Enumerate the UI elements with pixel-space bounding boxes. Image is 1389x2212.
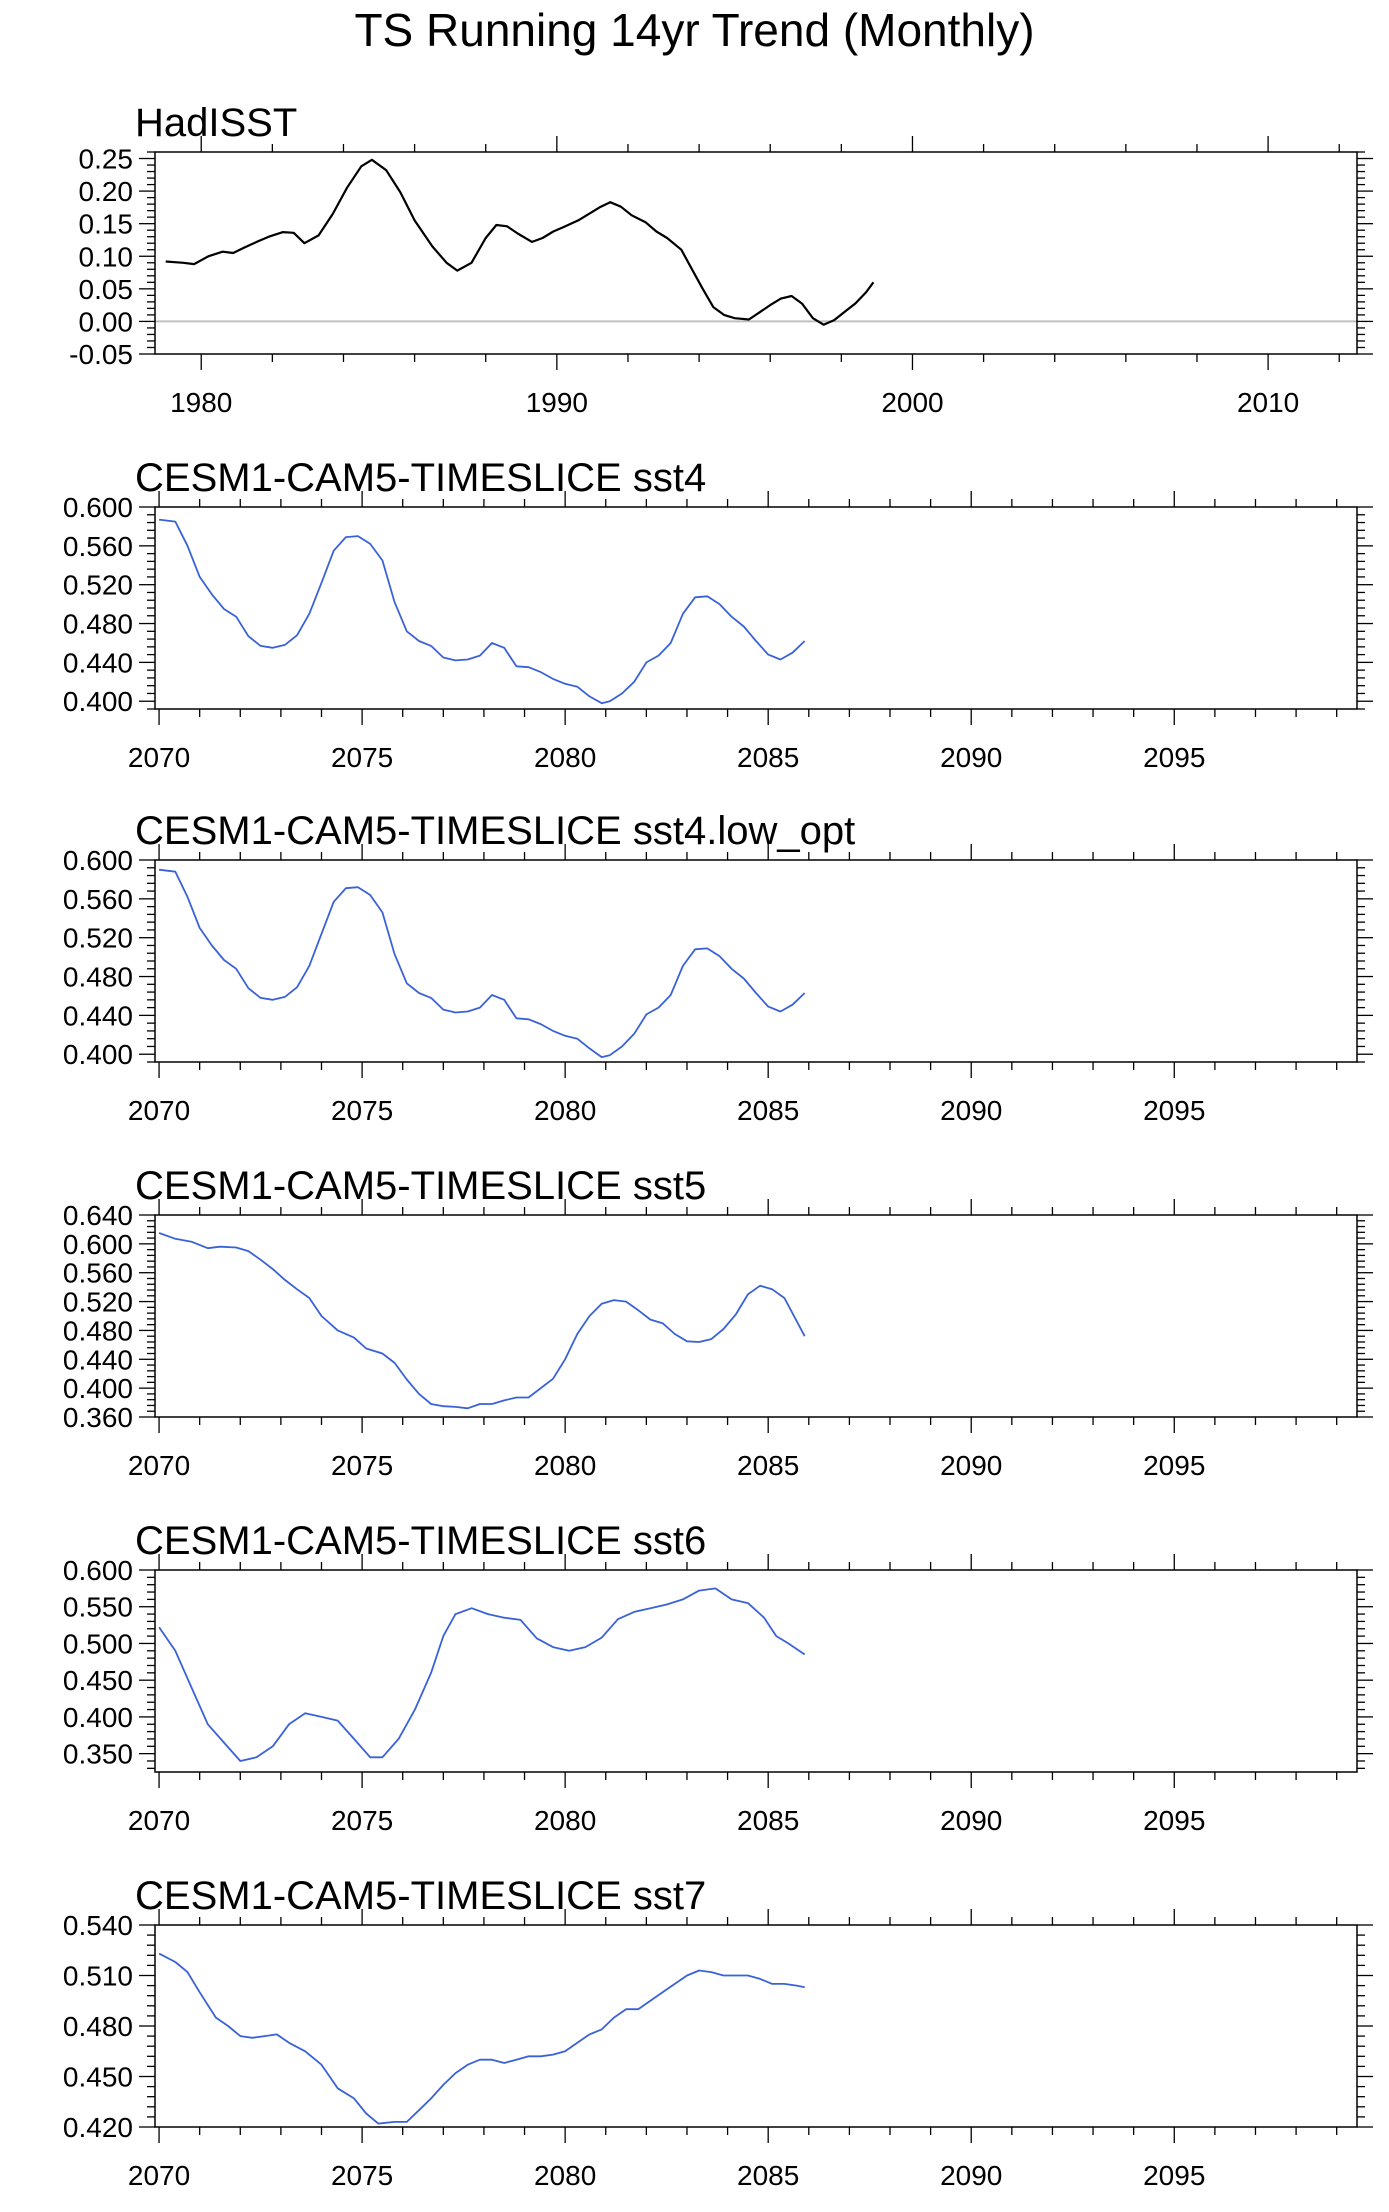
- panel-title: CESM1-CAM5-TIMESLICE sst4.low_opt: [135, 809, 855, 853]
- y-tick-label: 0.510: [63, 1961, 133, 1992]
- x-tick-label: 2095: [1143, 1095, 1205, 1126]
- x-tick-label: 2080: [534, 742, 596, 773]
- x-tick-label: 2070: [128, 742, 190, 773]
- x-tick-label: 2000: [881, 387, 943, 418]
- x-tick-label: 2090: [940, 2160, 1002, 2191]
- x-tick-label: 2070: [128, 2160, 190, 2191]
- y-tick-label: 0.600: [63, 845, 133, 876]
- y-tick-label: 0.450: [63, 2062, 133, 2093]
- panel-sst4: CESM1-CAM5-TIMESLICE sst4 0.400 0.440 0.480…: [63, 456, 1373, 773]
- series-line: [158, 868, 806, 1058]
- y-tick-label: -0.05: [69, 339, 133, 370]
- x-tick-label: 2090: [940, 1805, 1002, 1836]
- y-tick-label: 0.600: [63, 1229, 133, 1260]
- y-tick-label: 0.10: [79, 241, 134, 272]
- series-line: [158, 1587, 806, 1762]
- y-tick-label: 0.600: [63, 492, 133, 523]
- series-line: [158, 1232, 806, 1410]
- panel-hadisst: HadISST -0.050.000.050.100.150.200.25 1980…: [69, 101, 1373, 418]
- y-tick-label: 0.00: [79, 306, 134, 337]
- x-tick-label: 2075: [331, 1450, 393, 1481]
- x-tick-label: 2085: [737, 2160, 799, 2191]
- series-line: [158, 518, 806, 705]
- x-tick-label: 2070: [128, 1805, 190, 1836]
- y-tick-label: 0.520: [63, 1287, 133, 1318]
- plot-frame: [154, 506, 1358, 710]
- x-tick-label: 2080: [534, 2160, 596, 2191]
- y-tick-label: 0.05: [79, 274, 134, 305]
- y-tick-label: 0.600: [63, 1555, 133, 1586]
- y-tick-label: 0.450: [63, 1665, 133, 1696]
- y-tick-label: 0.560: [63, 531, 133, 562]
- y-tick-label: 0.540: [63, 1910, 133, 1941]
- plot-frame: [154, 1569, 1358, 1773]
- x-tick-label: 2075: [331, 2160, 393, 2191]
- y-tick-label: 0.480: [63, 2011, 133, 2042]
- x-tick-label: 2095: [1143, 1450, 1205, 1481]
- x-tick-label: 2075: [331, 1805, 393, 1836]
- x-tick-label: 1980: [170, 387, 232, 418]
- x-tick-label: 2010: [1237, 387, 1299, 418]
- plot-frame: [154, 1924, 1358, 2128]
- y-tick-label: 0.440: [63, 647, 133, 678]
- x-tick-label: 2095: [1143, 742, 1205, 773]
- y-tick-label: 0.420: [63, 2112, 133, 2143]
- x-tick-label: 2075: [331, 742, 393, 773]
- x-tick-label: 2085: [737, 1095, 799, 1126]
- y-tick-label: 0.520: [63, 570, 133, 601]
- x-tick-label: 2070: [128, 1450, 190, 1481]
- y-tick-label: 0.25: [79, 144, 134, 175]
- y-tick-label: 0.550: [63, 1592, 133, 1623]
- panel-sst6: CESM1-CAM5-TIMESLICE sst6 0.350 0.400 0.450…: [63, 1519, 1373, 1836]
- series-line: [158, 1952, 805, 2125]
- y-tick-label: 0.400: [63, 686, 133, 717]
- y-tick-label: 0.440: [63, 1000, 133, 1031]
- y-tick-label: 0.360: [63, 1402, 133, 1433]
- x-tick-label: 2095: [1143, 1805, 1205, 1836]
- plot-frame: [154, 151, 1358, 355]
- figure-title: TS Running 14yr Trend (Monthly): [354, 4, 1035, 56]
- x-tick-label: 2095: [1143, 2160, 1205, 2191]
- panel-sst4-low-opt: CESM1-CAM5-TIMESLICE sst4.low_opt 0.400 0.…: [63, 809, 1373, 1126]
- panel-title: CESM1-CAM5-TIMESLICE sst5: [135, 1164, 706, 1208]
- panel-sst5: CESM1-CAM5-TIMESLICE sst5 0.3600.4000.440…: [63, 1164, 1373, 1481]
- plot-frame: [154, 859, 1358, 1063]
- panel-title: CESM1-CAM5-TIMESLICE sst6: [135, 1519, 706, 1563]
- y-tick-label: 0.400: [63, 1039, 133, 1070]
- y-tick-label: 0.560: [63, 884, 133, 915]
- x-tick-label: 2085: [737, 742, 799, 773]
- panel-title: CESM1-CAM5-TIMESLICE sst7: [135, 1874, 706, 1918]
- y-tick-label: 0.480: [63, 1315, 133, 1346]
- x-tick-label: 2075: [331, 1095, 393, 1126]
- y-tick-label: 0.560: [63, 1258, 133, 1289]
- x-tick-label: 2080: [534, 1805, 596, 1836]
- y-tick-label: 0.520: [63, 923, 133, 954]
- y-tick-label: 0.500: [63, 1628, 133, 1659]
- x-tick-label: 2090: [940, 742, 1002, 773]
- y-tick-label: 0.20: [79, 176, 134, 207]
- x-tick-label: 2090: [940, 1450, 1002, 1481]
- x-tick-label: 2085: [737, 1450, 799, 1481]
- y-tick-label: 0.440: [63, 1344, 133, 1375]
- y-tick-label: 0.400: [63, 1373, 133, 1404]
- y-tick-label: 0.480: [63, 609, 133, 640]
- x-tick-label: 2085: [737, 1805, 799, 1836]
- panel-title: HadISST: [135, 101, 297, 145]
- x-tick-label: 2080: [534, 1095, 596, 1126]
- series-line: [165, 158, 875, 326]
- x-tick-label: 2070: [128, 1095, 190, 1126]
- y-tick-label: 0.15: [79, 209, 134, 240]
- y-tick-label: 0.640: [63, 1200, 133, 1231]
- y-tick-label: 0.400: [63, 1702, 133, 1733]
- panel-sst7: CESM1-CAM5-TIMESLICE sst7 0.420 0.450 0.480…: [63, 1874, 1373, 2191]
- x-tick-label: 1990: [526, 387, 588, 418]
- x-tick-label: 2090: [940, 1095, 1002, 1126]
- y-tick-label: 0.350: [63, 1739, 133, 1770]
- panel-title: CESM1-CAM5-TIMESLICE sst4: [135, 456, 706, 500]
- x-tick-label: 2080: [534, 1450, 596, 1481]
- y-tick-label: 0.480: [63, 962, 133, 993]
- plot-frame: [154, 1214, 1358, 1418]
